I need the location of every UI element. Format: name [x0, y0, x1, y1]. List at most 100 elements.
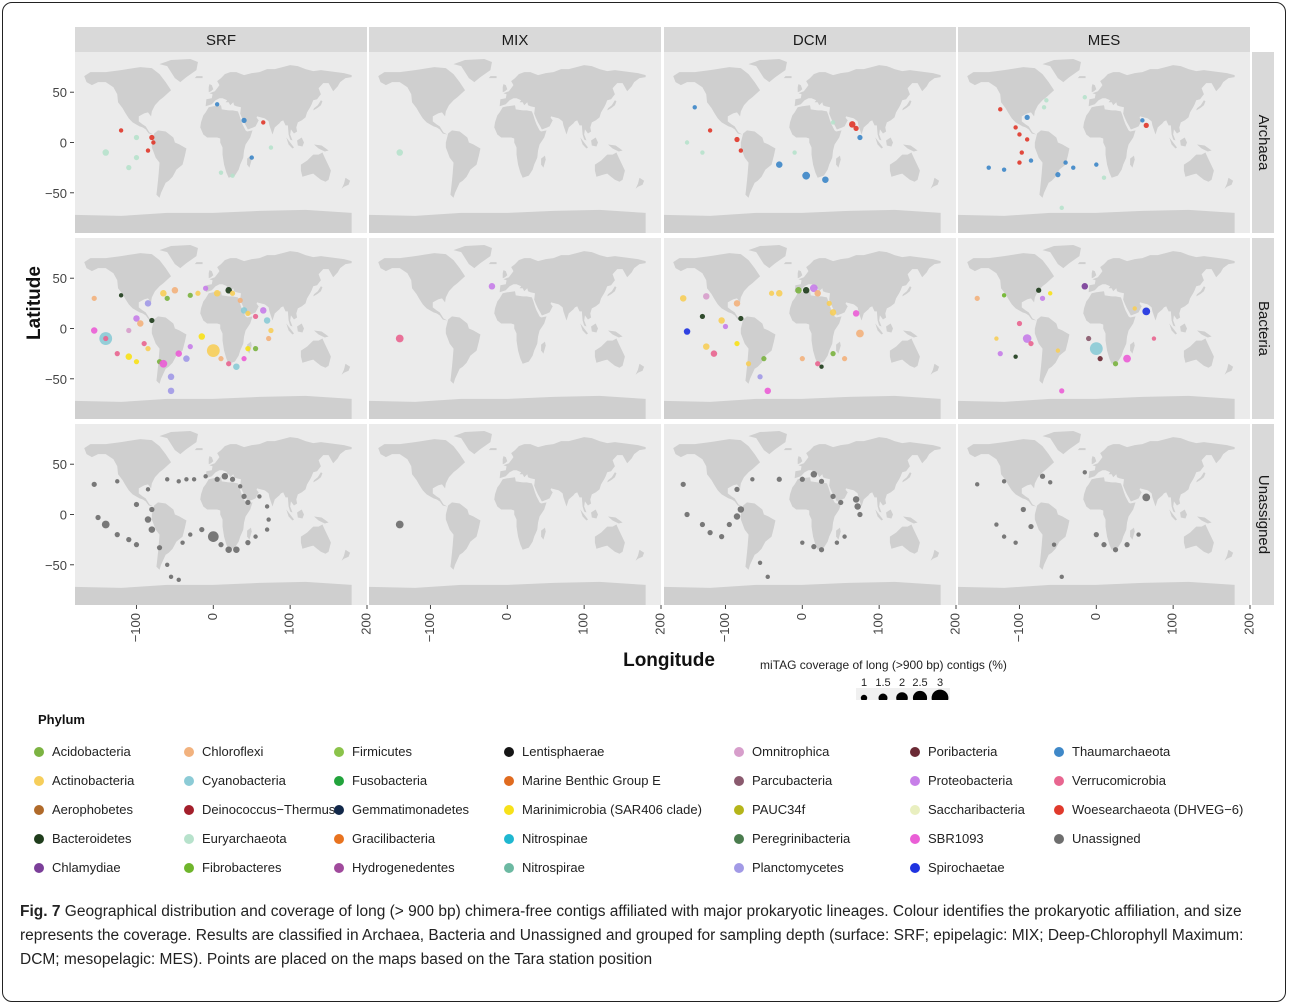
data-point-unassigned: [1112, 547, 1119, 553]
legend-item-thaumarchaeota: Thaumarchaeota: [1054, 744, 1170, 759]
row-label-archaea: Archaea: [1255, 115, 1272, 172]
data-point-unassigned: [852, 496, 860, 503]
data-point-unassigned: [168, 574, 174, 580]
data-point-unassigned: [253, 534, 258, 539]
data-point-actinobacteria: [206, 344, 220, 358]
data-point-unassigned: [838, 499, 844, 506]
data-point-euryarchaeota: [133, 154, 140, 161]
data-point-unassigned: [184, 477, 189, 482]
data-point-cyanobacteria: [263, 317, 271, 324]
data-point-euryarchaeota: [1101, 175, 1107, 180]
x-tick-label: −100: [422, 613, 437, 642]
row-strip-archaea: [1252, 52, 1274, 233]
data-point-woesearchaeota-dhveg-6-: [1019, 150, 1024, 155]
data-point-thaumarchaeota: [802, 171, 811, 180]
data-point-woesearchaeota-dhveg-6-: [998, 107, 1003, 112]
data-point-thaumarchaeota: [822, 176, 829, 183]
data-point-unassigned: [750, 477, 755, 482]
data-point-verrucomicrobia: [103, 335, 109, 342]
data-point-unassigned: [830, 493, 836, 500]
data-point-acidobacteria: [795, 287, 802, 294]
data-point-proteobacteria: [722, 323, 729, 330]
data-point-proteobacteria: [187, 343, 193, 350]
facet-strip-dcm: [664, 27, 956, 52]
legend-item-marinimicrobia-sar406-clade-: Marinimicrobia (SAR406 clade): [504, 802, 702, 817]
facet-label-mes: MES: [1088, 32, 1121, 49]
data-point-thaumarchaeota: [214, 102, 220, 107]
data-point-actinobacteria: [718, 317, 725, 324]
data-point-thaumarchaeota: [1071, 165, 1076, 170]
data-point-unassigned: [776, 476, 782, 482]
data-point-unassigned: [188, 532, 193, 537]
data-point-unassigned: [1059, 574, 1064, 580]
row-label-bacteria: Bacteria: [1255, 301, 1272, 357]
data-point-unassigned: [115, 479, 120, 484]
legend-item-nitrospirae: Nitrospirae: [504, 860, 585, 875]
x-tick-label: 0: [794, 613, 809, 620]
data-point-spirochaetae: [1142, 307, 1151, 316]
legend-item-lentisphaerae: Lentisphaerae: [504, 744, 604, 759]
data-point-actinobacteria: [145, 345, 151, 352]
legend-swatch: [184, 775, 194, 786]
x-tick-label: 200: [652, 613, 667, 635]
data-point-euryarchaeota: [218, 170, 224, 175]
data-point-chloroflexi: [266, 335, 272, 342]
legend-item-chloroflexi: Chloroflexi: [184, 744, 263, 759]
data-point-unassigned: [737, 506, 745, 513]
y-axis-title: Latitude: [24, 266, 45, 340]
caption-text: Geographical distribution and coverage o…: [20, 903, 1244, 968]
legend-swatch: [334, 833, 344, 844]
data-point-unassigned: [156, 545, 163, 551]
legend-item-bacteroidetes: Bacteroidetes: [34, 831, 132, 846]
data-point-unassigned: [133, 501, 140, 508]
data-point-woesearchaeota-dhveg-6-: [849, 121, 856, 128]
legend-item-chlamydiae: Chlamydiae: [34, 860, 121, 875]
data-point-unassigned: [757, 560, 763, 565]
legend-item-euryarchaeota: Euryarchaeota: [184, 831, 287, 846]
x-tick-label: 100: [282, 613, 297, 635]
size-legend-value: 2.5: [912, 677, 927, 689]
legend-item-gracilibacteria: Gracilibacteria: [334, 831, 435, 846]
legend-item-fusobacteria: Fusobacteria: [334, 773, 427, 788]
legend-swatch: [334, 775, 344, 786]
data-point-planctomycetes: [183, 355, 190, 362]
data-point-thaumarchaeota: [776, 161, 783, 168]
data-point-unassigned: [680, 481, 686, 487]
data-point-unassigned: [1093, 531, 1099, 538]
data-point-euryarchaeota: [1044, 98, 1049, 103]
legend-item-pauc34f: PAUC34f: [734, 802, 805, 817]
data-point-unassigned: [264, 527, 270, 532]
legend-label: Cyanobacteria: [202, 773, 286, 788]
row-strip-unassigned: [1252, 424, 1274, 605]
data-point-actinobacteria: [1132, 306, 1137, 311]
data-point-woesearchaeota-dhveg-6-: [707, 128, 713, 133]
size-legend-dot: [878, 693, 888, 700]
size-legend-dot: [931, 689, 949, 700]
legend-label: Chlamydiae: [52, 860, 121, 875]
data-point-euryarchaeota: [1041, 105, 1047, 110]
data-point-acidobacteria: [187, 292, 193, 298]
data-point-thaumarchaeota: [1140, 118, 1145, 123]
legend-label: Saccharibacteria: [928, 802, 1025, 817]
data-point-actinobacteria: [776, 290, 783, 297]
data-point-unassigned: [91, 481, 97, 487]
x-tick-label: 200: [358, 613, 373, 635]
data-point-unassigned: [1051, 542, 1057, 547]
data-point-proteobacteria: [997, 351, 1003, 357]
data-point-unassigned: [241, 493, 247, 500]
legend-item-fibrobacteres: Fibrobacteres: [184, 860, 281, 875]
data-point-actinobacteria: [213, 290, 221, 297]
data-point-unassigned: [144, 516, 152, 523]
data-point-unassigned: [800, 540, 805, 545]
legend-item-poribacteria: Poribacteria: [910, 744, 997, 759]
data-point-bacteroidetes: [699, 313, 706, 320]
legend-swatch: [910, 775, 920, 786]
legend-item-firmicutes: Firmicutes: [334, 744, 412, 759]
data-point-planctomycetes: [167, 387, 175, 395]
data-point-proteobacteria: [260, 307, 267, 314]
data-point-woesearchaeota-dhveg-6-: [149, 134, 155, 141]
legend-swatch: [34, 746, 44, 757]
data-point-unassigned: [203, 474, 208, 479]
data-point-unassigned: [176, 479, 181, 484]
panel-bacteria-dcm: [664, 238, 956, 419]
